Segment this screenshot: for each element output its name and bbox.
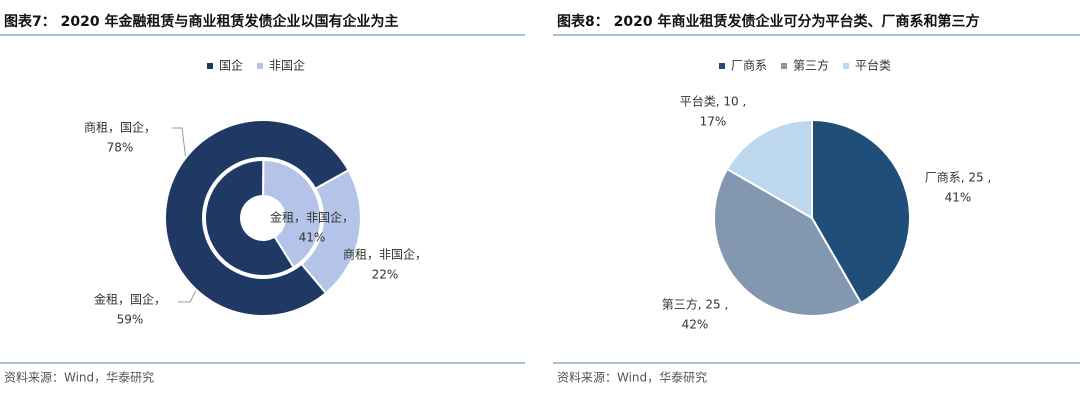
data-label: 平台类, 10 , [680, 94, 747, 109]
data-label-value: 78% [107, 141, 134, 155]
legend-swatch [207, 63, 213, 69]
legend-label: 平台类 [855, 58, 891, 73]
legend-label: 厂商系 [731, 58, 767, 73]
data-label: 第三方, 25 , [662, 297, 729, 312]
donut-segment [300, 168, 362, 295]
data-label-percent: 41% [945, 191, 972, 205]
donut-segment [262, 158, 322, 269]
data-label: 金租，非国企， [270, 210, 354, 225]
chart-title: 图表7： 2020 年金融租赁与商业租赁发债企业以国有企业为主 [4, 13, 398, 30]
legend-label: 非国企 [269, 58, 305, 73]
chart-title: 图表8： 2020 年商业租赁发债企业可分为平台类、厂商系和第三方 [557, 13, 979, 30]
legend-swatch [781, 63, 787, 69]
data-label-value: 59% [117, 313, 144, 327]
legend-swatch [719, 63, 725, 69]
data-label: 厂商系, 25 , [925, 170, 992, 185]
pie-slice [811, 118, 911, 305]
data-label-percent: 17% [700, 115, 727, 129]
data-label-value: 41% [299, 231, 326, 245]
data-label: 商租，国企， [84, 120, 156, 135]
legend-label: 国企 [219, 58, 243, 73]
pie-slice [713, 167, 863, 317]
legend-swatch [843, 63, 849, 69]
source: 资料来源：Wind，华泰研究 [4, 370, 154, 385]
legend-label: 第三方 [793, 58, 829, 73]
donut-segment [164, 119, 350, 317]
legend-swatch [257, 63, 263, 69]
source: 资料来源：Wind，华泰研究 [557, 370, 707, 385]
data-label-value: 22% [372, 268, 399, 282]
donut-segment [204, 158, 296, 277]
data-label: 金租，国企， [94, 292, 166, 307]
data-label-percent: 42% [682, 318, 709, 332]
data-label: 商租，非国企， [343, 247, 427, 262]
pie-slice [725, 118, 813, 220]
